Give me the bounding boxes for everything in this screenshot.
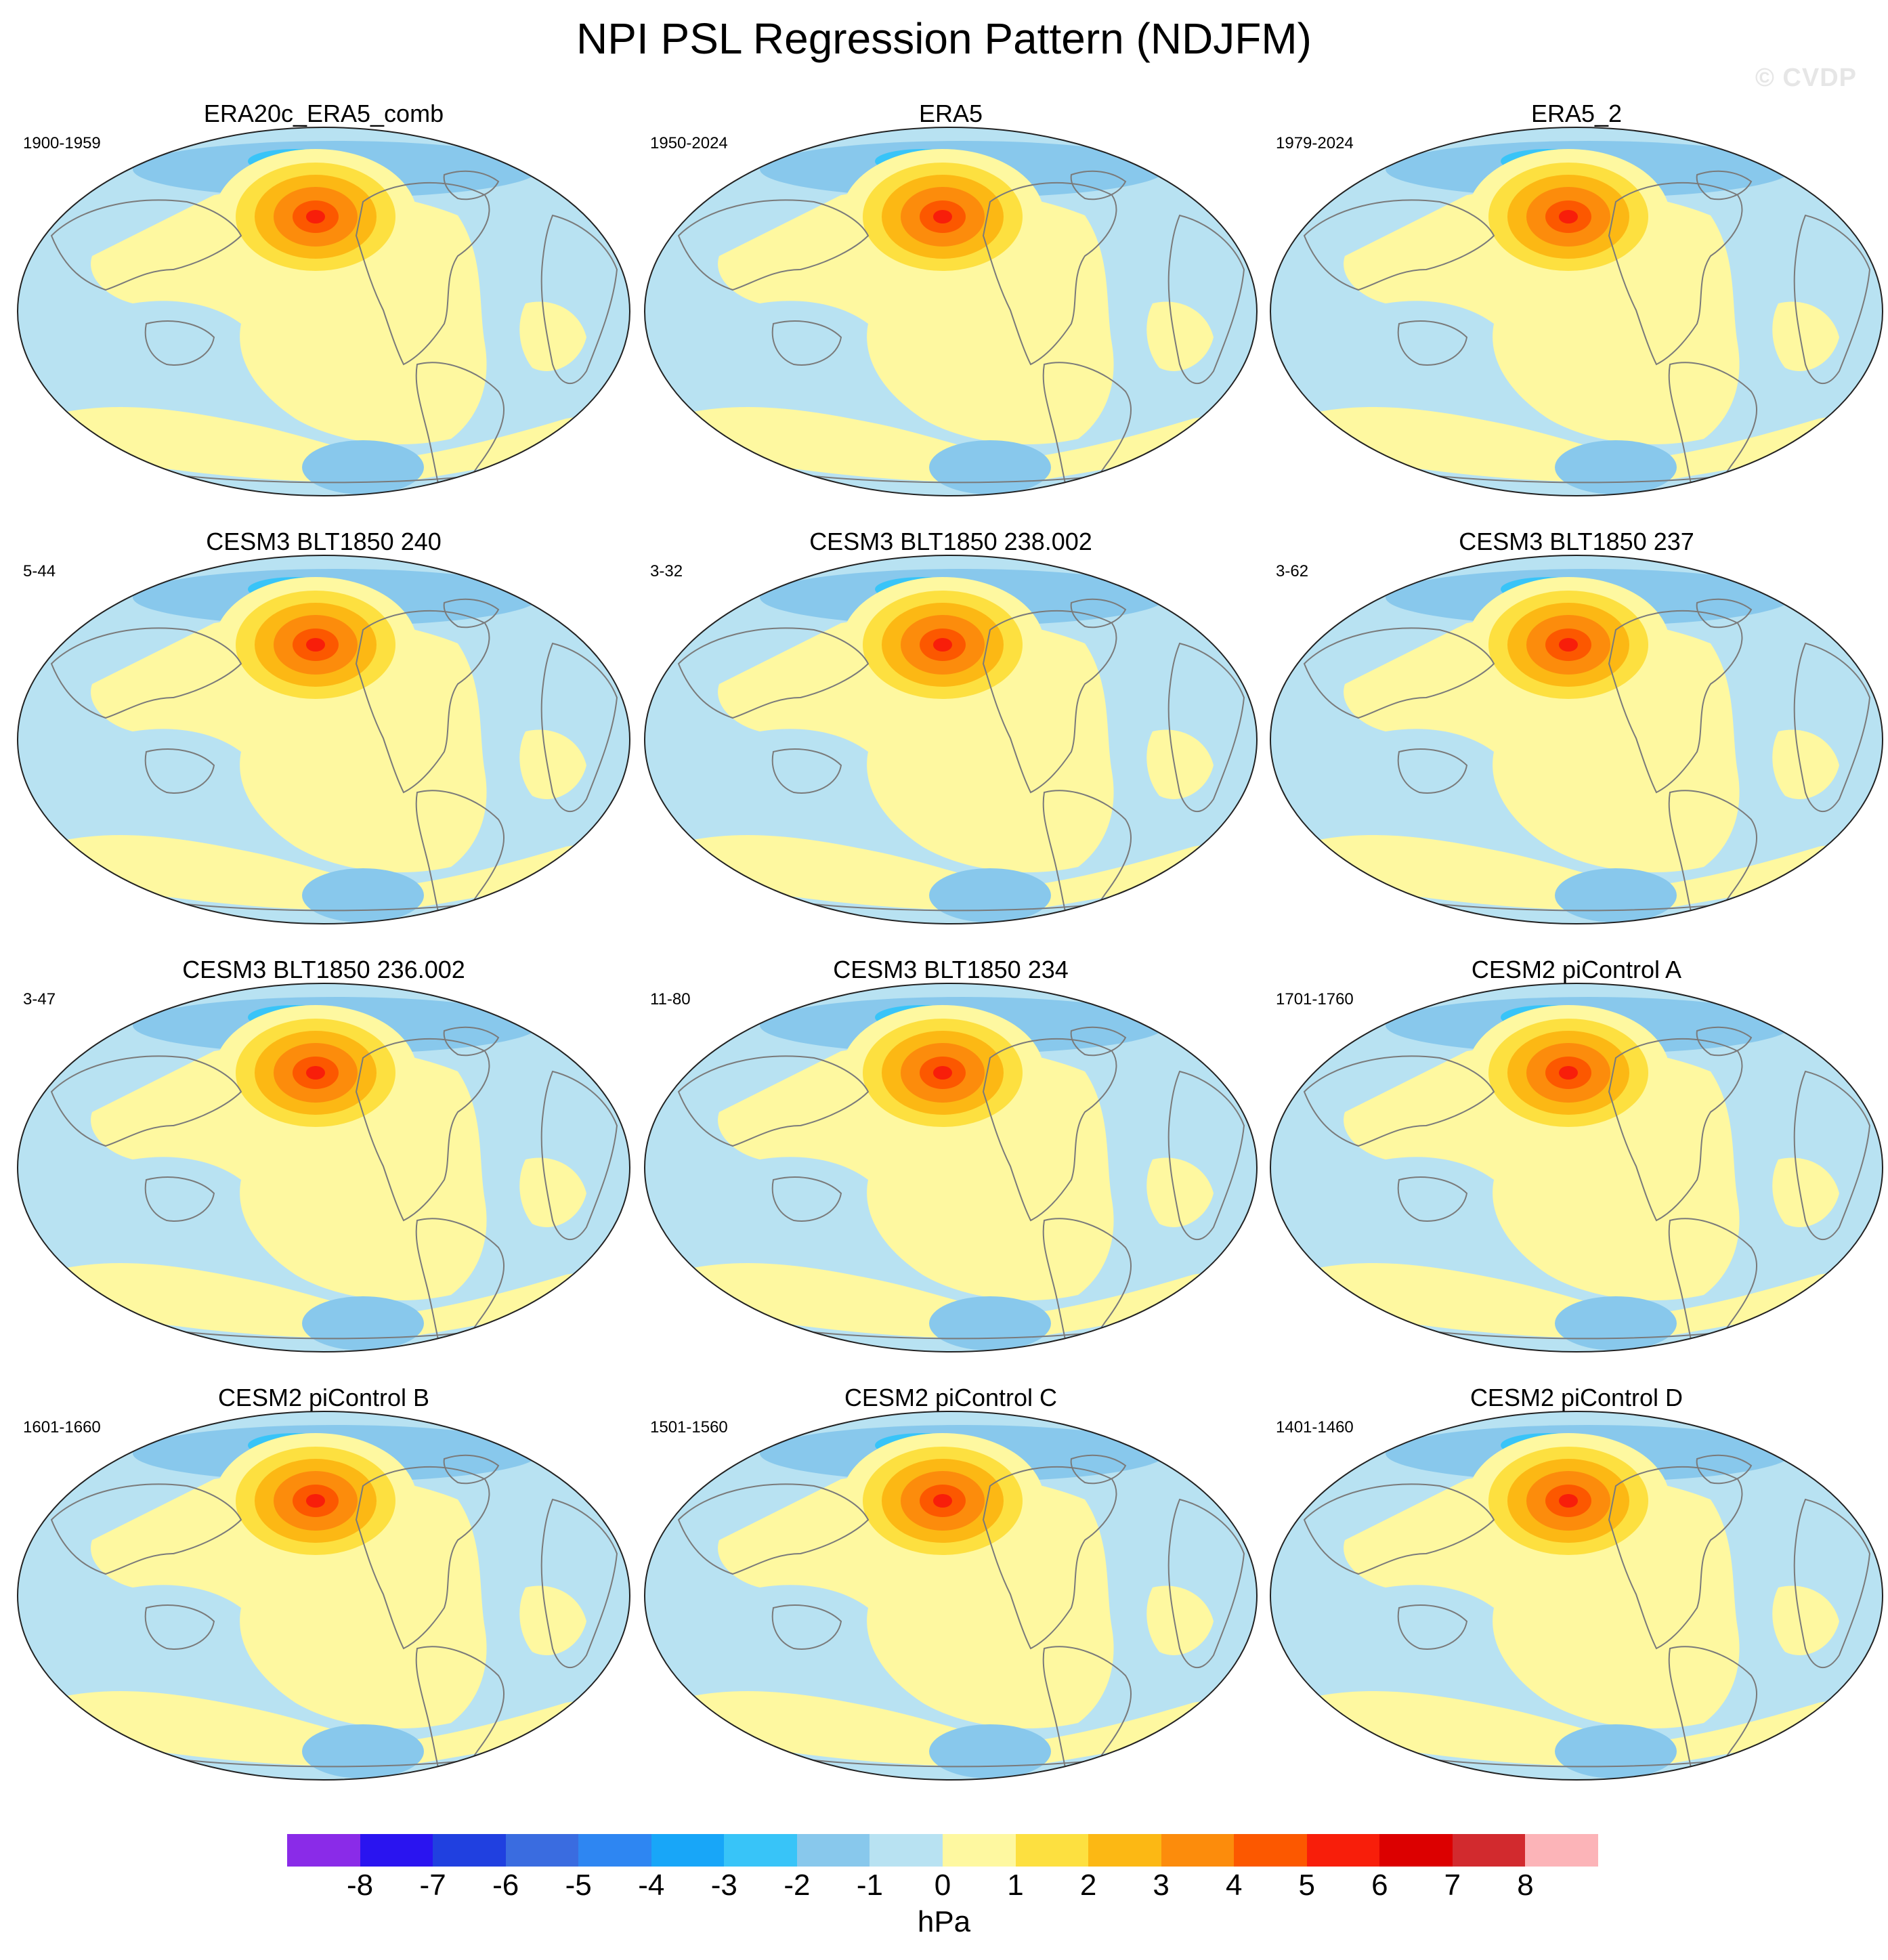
colorbar-tick-label: -3 [710, 1869, 737, 1902]
colorbar-tick-label: 6 [1371, 1869, 1388, 1902]
panel-title: CESM3 BLT1850 234 [833, 956, 1069, 983]
colorbar-tick-label: 0 [934, 1869, 951, 1902]
colorbar-swatch [1015, 1834, 1089, 1867]
map-panel: CESM2 piControl B 1601-1660 [11, 1384, 637, 1814]
map-panel: ERA5 1950-2024 [638, 100, 1264, 530]
panel-title: CESM2 piControl A [1471, 956, 1682, 983]
map-panel: CESM2 piControl D 1401-1460 [1264, 1384, 1888, 1814]
panel-year-range: 1401-1460 [1276, 1418, 1354, 1436]
map-panel: CESM3 BLT1850 236.002 3-47 [11, 956, 637, 1386]
panel-title: CESM2 piControl D [1469, 1384, 1683, 1411]
panel-title: CESM3 BLT1850 236.002 [182, 956, 465, 983]
colorbar-tick-label: 8 [1517, 1869, 1534, 1902]
psl-regression-map [644, 127, 1258, 496]
cvdp-watermark: © CVDP [1755, 64, 1857, 92]
psl-regression-map [17, 1411, 630, 1781]
panel-title: CESM3 BLT1850 238.002 [809, 528, 1092, 555]
colorbar-swatch [943, 1834, 1016, 1867]
panel-title: CESM2 piControl B [217, 1384, 430, 1411]
colorbar-tick-label: -1 [856, 1869, 883, 1902]
colorbar-swatch [433, 1834, 507, 1867]
colorbar-tick-label: -7 [419, 1869, 446, 1902]
colorbar-tick-label: 5 [1298, 1869, 1315, 1902]
psl-regression-map [17, 127, 630, 496]
colorbar-tick-label: -5 [565, 1869, 592, 1902]
map-panel: CESM2 piControl C 1501-1560 [638, 1384, 1264, 1814]
map-panel: ERA20c_ERA5_comb 1900-1959 [11, 100, 637, 530]
colorbar-swatch [1161, 1834, 1235, 1867]
colorbar-tick-label: 3 [1153, 1869, 1170, 1902]
colorbar-swatch [651, 1834, 725, 1867]
panel-year-range: 3-32 [650, 562, 683, 580]
psl-regression-map [644, 983, 1258, 1352]
panel-year-range: 1501-1560 [650, 1418, 728, 1436]
psl-regression-map [17, 555, 630, 924]
colorbar-tick-label: 1 [1007, 1869, 1024, 1902]
colorbar-tick-label: -4 [638, 1869, 665, 1902]
colorbar-units: hPa [917, 1905, 971, 1938]
panel-year-range: 11-80 [650, 990, 691, 1008]
panel-title: ERA5 [918, 100, 983, 127]
map-panel: CESM2 piControl A 1701-1760 [1264, 956, 1888, 1386]
panel-year-range: 1701-1760 [1276, 990, 1354, 1008]
panel-title: ERA5_2 [1530, 100, 1623, 127]
colorbar [287, 1834, 1599, 1867]
colorbar-swatch [796, 1834, 870, 1867]
colorbar-swatch [578, 1834, 652, 1867]
panel-title: ERA20c_ERA5_comb [203, 100, 444, 127]
map-panel: CESM3 BLT1850 238.002 3-32 [638, 528, 1264, 958]
colorbar-swatch [287, 1834, 361, 1867]
colorbar-swatch [1379, 1834, 1453, 1867]
panel-year-range: 1900-1959 [23, 134, 101, 152]
colorbar-swatch [870, 1834, 943, 1867]
psl-regression-map [17, 983, 630, 1352]
colorbar-swatch [1525, 1834, 1599, 1867]
colorbar-swatch [505, 1834, 579, 1867]
panel-year-range: 5-44 [23, 562, 56, 580]
psl-regression-map [1270, 127, 1883, 496]
figure-title: NPI PSL Regression Pattern (NDJFM) [576, 14, 1312, 63]
map-panel: CESM3 BLT1850 240 5-44 [11, 528, 637, 958]
panel-year-range: 3-62 [1276, 562, 1309, 580]
colorbar-tick-label: 4 [1225, 1869, 1243, 1902]
colorbar-swatch [1306, 1834, 1380, 1867]
colorbar-tick-label: 2 [1079, 1869, 1097, 1902]
panel-year-range: 1950-2024 [650, 134, 728, 152]
psl-regression-map [644, 1411, 1258, 1781]
colorbar-tick-label: 7 [1444, 1869, 1461, 1902]
panel-title: CESM3 BLT1850 240 [206, 528, 442, 555]
psl-regression-map [644, 555, 1258, 924]
colorbar-swatch [724, 1834, 798, 1867]
colorbar-tick-label: -6 [492, 1869, 519, 1902]
psl-regression-map [1270, 555, 1883, 924]
panel-year-range: 1601-1660 [23, 1418, 101, 1436]
psl-regression-map [1270, 1411, 1883, 1781]
colorbar-swatch [1234, 1834, 1308, 1867]
colorbar-tick-label: -2 [784, 1869, 811, 1902]
colorbar-swatch [1452, 1834, 1526, 1867]
map-panel: CESM3 BLT1850 237 3-62 [1264, 528, 1888, 958]
colorbar-tick-label: -8 [346, 1869, 374, 1902]
panel-year-range: 1979-2024 [1276, 134, 1354, 152]
map-panel: ERA5_2 1979-2024 [1264, 100, 1888, 530]
panel-year-range: 3-47 [23, 990, 56, 1008]
colorbar-swatch [1088, 1834, 1162, 1867]
map-panel: CESM3 BLT1850 234 11-80 [638, 956, 1264, 1386]
psl-regression-map [1270, 983, 1883, 1352]
panel-title: CESM2 piControl C [844, 1384, 1058, 1411]
panel-title: CESM3 BLT1850 237 [1459, 528, 1694, 555]
colorbar-swatch [360, 1834, 433, 1867]
